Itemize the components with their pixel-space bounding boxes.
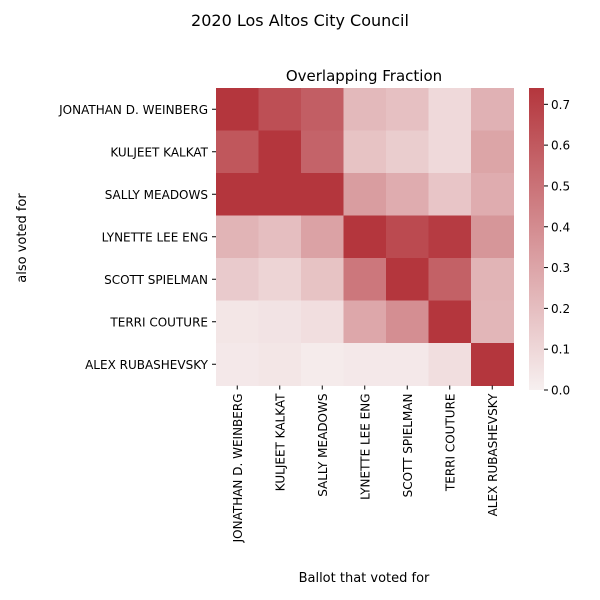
x-tick-label: JONATHAN D. WEINBERG <box>231 394 245 544</box>
colorbar-tick-label: 0.5 <box>551 179 570 193</box>
heatmap-cell <box>471 300 514 344</box>
heatmap-cell <box>301 88 344 131</box>
heatmap-cell <box>216 130 259 174</box>
heatmap-cell <box>386 88 429 131</box>
heatmap-cell <box>343 343 387 386</box>
heatmap-cell <box>386 258 429 301</box>
heatmap-cell <box>471 258 514 301</box>
colorbar-gradient <box>529 88 544 390</box>
heatmap-cell <box>343 300 387 344</box>
x-axis-label: Ballot that voted for <box>299 571 430 586</box>
heatmap-cell <box>428 215 472 259</box>
heatmap-cell <box>258 300 302 344</box>
colorbar: 0.0 0.1 0.2 0.3 0.4 0.5 0.6 0.7 <box>529 88 570 398</box>
heatmap-cell <box>258 173 302 216</box>
heatmap-cell <box>386 215 429 259</box>
colorbar-tick-label: 0.3 <box>551 261 570 275</box>
y-tick-label: SCOTT SPIELMAN <box>104 273 208 287</box>
heatmap-cell <box>258 343 302 386</box>
colorbar-tick-label: 0.7 <box>551 98 570 112</box>
x-tick-label: ALEX RUBASHEVSKY <box>486 393 500 517</box>
heatmap-cell <box>471 173 514 216</box>
heatmap-cell <box>343 173 387 216</box>
heatmap-cell <box>471 88 514 131</box>
heatmap-cell <box>428 173 472 216</box>
heatmap-cell <box>471 130 514 174</box>
colorbar-tick-label: 0.0 <box>551 384 570 398</box>
heatmap-cell <box>343 130 387 174</box>
heatmap-cell <box>343 88 387 131</box>
heatmap-cell <box>258 215 302 259</box>
heatmap-cell <box>343 215 387 259</box>
heatmap-cell <box>428 258 472 301</box>
heatmap-cell <box>386 300 429 344</box>
y-tick-label: LYNETTE LEE ENG <box>102 230 208 244</box>
heatmap-cell <box>428 343 472 386</box>
heatmap-cell <box>301 173 344 216</box>
colorbar-tick-label: 0.4 <box>551 220 570 234</box>
heatmap-cell <box>343 258 387 301</box>
chart-suptitle: 2020 Los Altos City Council <box>191 11 409 30</box>
heatmap-cell <box>471 215 514 259</box>
x-tick-label: KULJEET KALKAT <box>273 393 287 491</box>
heatmap-cell <box>216 88 259 131</box>
x-tick-label: SCOTT SPIELMAN <box>401 394 415 498</box>
y-tick-label: TERRI COUTURE <box>109 315 208 329</box>
heatmap-cell <box>428 130 472 174</box>
x-tick-label: SALLY MEADOWS <box>316 394 330 497</box>
heatmap-cell <box>471 343 514 386</box>
heatmap-cell <box>386 130 429 174</box>
heatmap-cell <box>386 343 429 386</box>
heatmap-cell <box>216 215 259 259</box>
x-tick-label: TERRI COUTURE <box>443 394 457 493</box>
y-tick-label: ALEX RUBASHEVSKY <box>85 358 209 372</box>
heatmap-cell <box>216 258 259 301</box>
heatmap-cell <box>301 130 344 174</box>
heatmap-cells <box>216 88 514 386</box>
x-tick-labels: JONATHAN D. WEINBERG KULJEET KALKAT SALLY … <box>231 385 500 544</box>
y-tick-label: SALLY MEADOWS <box>105 188 208 202</box>
heatmap-cell <box>386 173 429 216</box>
heatmap-cell <box>258 88 302 131</box>
heatmap-cell <box>301 258 344 301</box>
heatmap-cell <box>428 300 472 344</box>
heatmap-cell <box>258 130 302 174</box>
colorbar-tick-label: 0.6 <box>551 139 570 153</box>
x-tick-label: LYNETTE LEE ENG <box>358 394 372 500</box>
y-tick-labels: JONATHAN D. WEINBERG KULJEET KALKAT SALLY … <box>58 103 216 372</box>
heatmap-cell <box>258 258 302 301</box>
heatmap-cell <box>301 300 344 344</box>
heatmap-cell <box>301 343 344 386</box>
heatmap-cell <box>216 173 259 216</box>
heatmap-cell <box>428 88 472 131</box>
colorbar-tick-label: 0.2 <box>551 302 570 316</box>
colorbar-ticks: 0.0 0.1 0.2 0.3 0.4 0.5 0.6 0.7 <box>544 98 570 398</box>
y-axis-label: also voted for <box>15 193 30 283</box>
colorbar-tick-label: 0.1 <box>551 343 570 357</box>
heatmap-cell <box>216 300 259 344</box>
heatmap-cell <box>301 215 344 259</box>
heatmap-cell <box>216 343 259 386</box>
y-tick-label: KULJEET KALKAT <box>110 145 208 159</box>
y-tick-label: JONATHAN D. WEINBERG <box>58 103 208 117</box>
chart-title: Overlapping Fraction <box>286 67 442 85</box>
